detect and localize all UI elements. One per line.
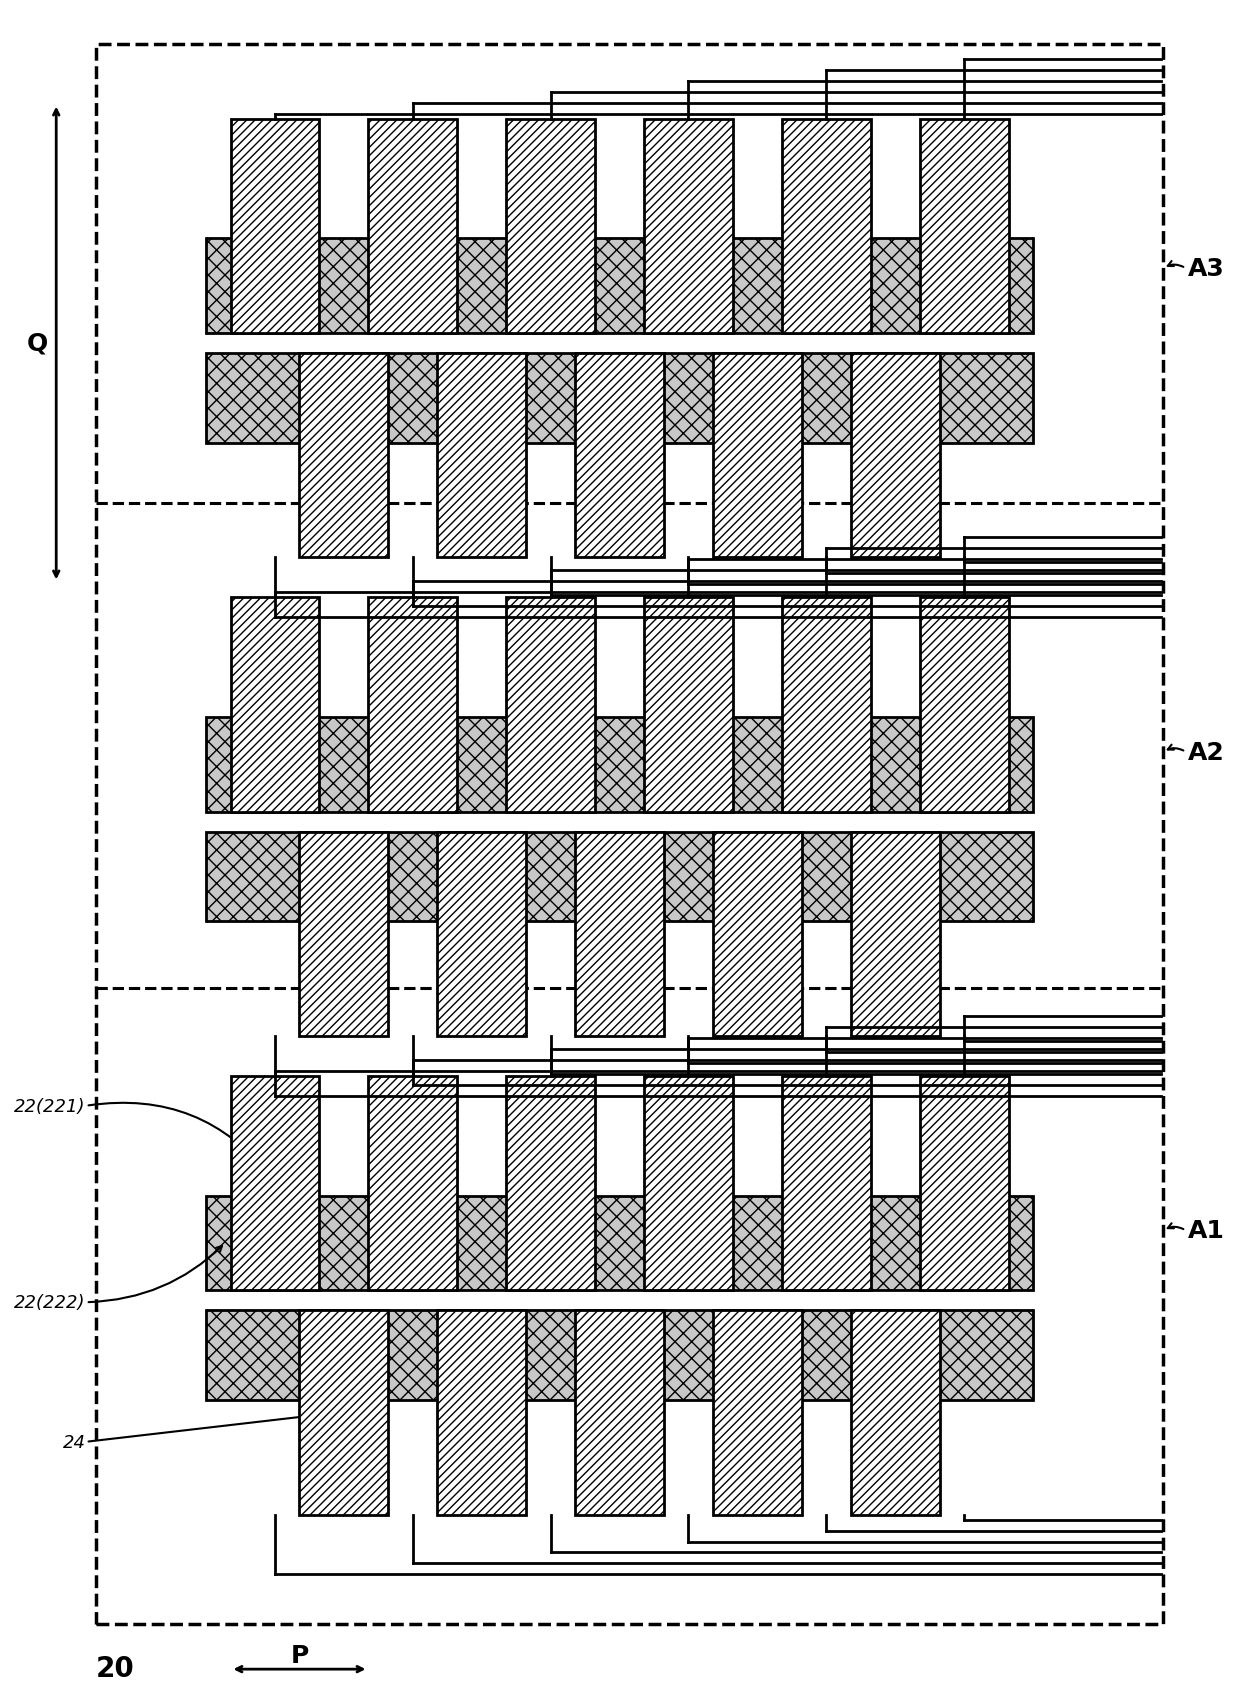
Bar	[206, 1311, 1033, 1400]
Bar	[206, 240, 1033, 334]
Bar	[851, 353, 940, 557]
Bar	[206, 1196, 1033, 1290]
Bar	[300, 353, 388, 557]
Bar	[231, 120, 319, 334]
Bar	[368, 598, 458, 812]
Text: A2: A2	[1188, 740, 1225, 765]
Bar	[206, 718, 1033, 812]
Bar	[851, 1311, 940, 1515]
Bar	[782, 120, 870, 334]
Text: Q: Q	[27, 331, 48, 356]
Bar	[920, 1076, 1008, 1290]
Text: 22(221): 22(221)	[15, 1098, 86, 1115]
Bar	[206, 833, 1033, 922]
Text: A1: A1	[1188, 1219, 1225, 1243]
Bar	[300, 833, 388, 1037]
Text: 22(222): 22(222)	[15, 1294, 86, 1311]
Text: A3: A3	[1188, 257, 1225, 280]
Bar	[368, 1076, 458, 1290]
Bar	[851, 833, 940, 1037]
Bar	[438, 1311, 526, 1515]
Bar	[575, 353, 663, 557]
Text: 20: 20	[95, 1654, 134, 1682]
Bar	[206, 353, 1033, 444]
Bar	[782, 598, 870, 812]
Bar	[644, 1076, 733, 1290]
Bar	[644, 598, 733, 812]
Text: 24: 24	[63, 1432, 86, 1451]
Bar	[95, 46, 1163, 1625]
Bar	[231, 598, 319, 812]
Bar	[300, 1311, 388, 1515]
Bar	[920, 120, 1008, 334]
Bar	[506, 598, 595, 812]
Text: P: P	[290, 1643, 309, 1667]
Bar	[713, 833, 802, 1037]
Bar	[231, 1076, 319, 1290]
Bar	[713, 353, 802, 557]
Bar	[644, 120, 733, 334]
Bar	[438, 833, 526, 1037]
Bar	[713, 1311, 802, 1515]
Bar	[920, 598, 1008, 812]
Bar	[575, 833, 663, 1037]
Bar	[368, 120, 458, 334]
Bar	[506, 1076, 595, 1290]
Bar	[506, 120, 595, 334]
Bar	[782, 1076, 870, 1290]
Bar	[575, 1311, 663, 1515]
Bar	[438, 353, 526, 557]
